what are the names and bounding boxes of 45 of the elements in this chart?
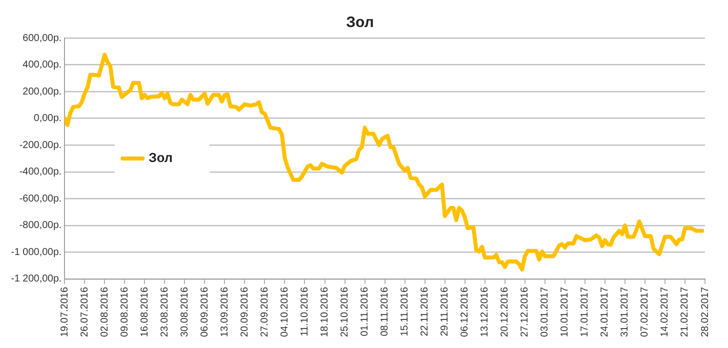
x-tick-label: 07.02.2017: [640, 286, 651, 338]
x-tick-label: 31.01.2017: [620, 286, 631, 338]
y-tick-label: 400,00р.: [22, 60, 62, 71]
x-tick-label: 29.11.2016: [440, 286, 451, 336]
chart-title: Зол: [346, 14, 374, 32]
x-tick-label: 23.08.2016: [159, 286, 170, 338]
x-tick-label: 19.07.2016: [59, 286, 70, 338]
x-tick-label: 04.10.2016: [279, 286, 290, 338]
y-tick-label: -1 000,00р.: [10, 246, 62, 258]
y-tick-label: -200,00р.: [19, 140, 62, 151]
y-tick-label: 200,00р.: [22, 86, 62, 98]
x-tick-label: 02.08.2016: [99, 286, 110, 338]
x-tick-label: 13.09.2016: [219, 286, 230, 338]
x-tick-label: 17.01.2017: [580, 286, 591, 338]
x-tick-label: 06.09.2016: [199, 286, 210, 338]
y-tick-label: 0,00р.: [34, 113, 62, 124]
x-tick-label: 26.07.2016: [79, 286, 90, 338]
x-tick-label: 27.12.2016: [520, 286, 531, 338]
x-tick-label: 03.01.2017: [540, 286, 551, 338]
y-tick-label: 600,00р.: [22, 32, 62, 44]
x-tick-label: 13.12.2016: [480, 286, 491, 338]
x-tick-label: 08.11.2016: [380, 286, 391, 336]
x-tick-label: 20.12.2016: [500, 286, 511, 338]
x-tick-label: 21.02.2017: [680, 286, 691, 338]
x-tick-label: 15.11.2016: [400, 286, 411, 336]
x-tick-label: 25.10.2016: [340, 286, 351, 338]
y-tick-label: -1 200,00р.: [10, 274, 62, 285]
y-tick-label: -600,00р.: [19, 193, 62, 204]
x-tick-label: 10.01.2017: [560, 286, 571, 338]
x-tick-label: 24.01.2017: [600, 286, 611, 338]
x-tick-label: 27.09.2016: [259, 286, 270, 338]
x-tick-label: 30.08.2016: [179, 286, 190, 338]
x-tick-label: 18.10.2016: [320, 286, 331, 338]
x-tick-label: 22.11.2016: [420, 286, 431, 336]
x-tick-label: 14.02.2017: [660, 286, 671, 338]
x-tick-label: 16.08.2016: [139, 286, 150, 338]
x-tick-label: 20.09.2016: [239, 286, 250, 338]
x-tick-label: 06.12.2016: [460, 286, 471, 338]
y-tick-label: -400,00р.: [19, 166, 62, 178]
x-tick-label: 01.11.2016: [360, 286, 371, 336]
x-tick-label: 11.10.2016: [299, 286, 310, 336]
x-tick-label: 09.08.2016: [119, 286, 130, 338]
x-tick-label: 28.02.2017: [700, 286, 711, 338]
legend-label: Зол: [148, 150, 173, 166]
y-tick-label: -800,00р.: [19, 220, 62, 232]
